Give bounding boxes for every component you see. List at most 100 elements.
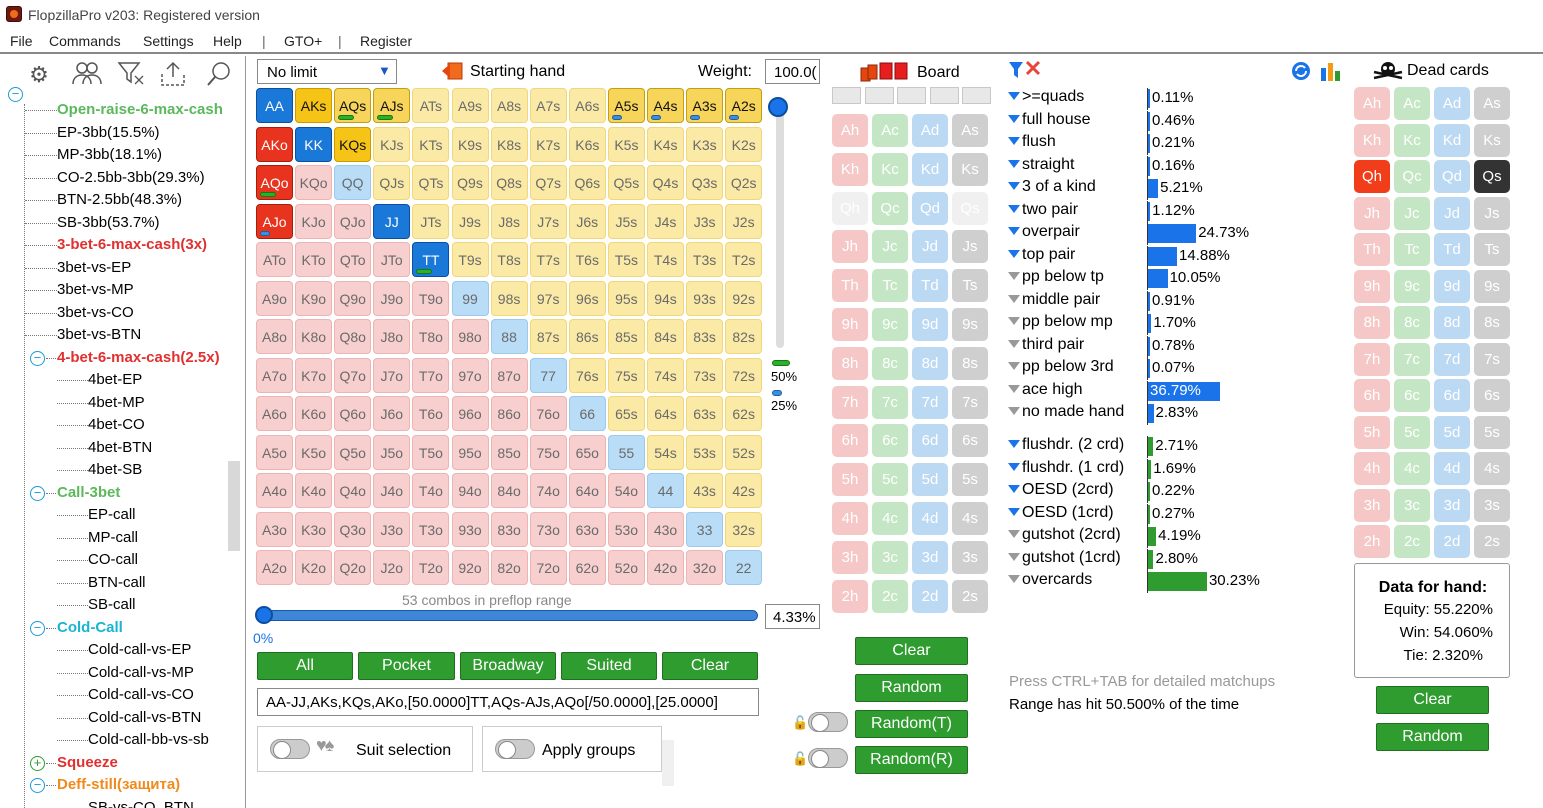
hand-cell-T5s[interactable]: T5s bbox=[607, 242, 645, 277]
board-random-r-button[interactable]: Random(R) bbox=[855, 746, 968, 774]
dead-card-3h[interactable]: 3h bbox=[1354, 488, 1390, 522]
hand-cell-KQs[interactable]: KQs bbox=[334, 126, 372, 162]
dead-card-As[interactable]: As bbox=[1474, 87, 1510, 120]
hand-cell-K3o[interactable]: K3o bbox=[295, 511, 333, 547]
board-card-Tc[interactable]: Tc bbox=[872, 269, 908, 303]
hand-cell-K6s[interactable]: K6s bbox=[568, 126, 606, 162]
stat-label[interactable]: ace high bbox=[1008, 381, 1083, 399]
hand-cell-TT[interactable]: TT bbox=[412, 242, 450, 277]
filter-icon[interactable] bbox=[1008, 462, 1020, 471]
hand-cell-ATs[interactable]: ATs bbox=[412, 88, 450, 123]
board-card-4c[interactable]: 4c bbox=[872, 502, 908, 535]
dead-card-6c[interactable]: 6c bbox=[1394, 379, 1430, 412]
hand-cell-52o[interactable]: 52o bbox=[607, 550, 645, 585]
board-card-2h[interactable]: 2h bbox=[832, 579, 868, 613]
hand-cell-J2s[interactable]: J2s bbox=[725, 203, 763, 239]
hand-cell-65o[interactable]: 65o bbox=[568, 434, 606, 470]
tree-item[interactable]: 3bet-vs-MP bbox=[57, 281, 134, 298]
tree-toggle[interactable]: − bbox=[30, 620, 45, 636]
stat-label[interactable]: OESD (1crd) bbox=[1008, 504, 1114, 522]
board-slot[interactable] bbox=[929, 87, 959, 104]
filter-icon[interactable] bbox=[1008, 317, 1020, 325]
hand-cell-J9o[interactable]: J9o bbox=[373, 280, 411, 316]
filter-icon[interactable] bbox=[1008, 249, 1020, 258]
board-card-6c[interactable]: 6c bbox=[872, 424, 908, 458]
hand-cell-96o[interactable]: 96o bbox=[451, 396, 489, 431]
board-card-Qc[interactable]: Qc bbox=[872, 191, 908, 225]
hand-cell-QTs[interactable]: QTs bbox=[412, 165, 450, 200]
tree-scrollbar[interactable] bbox=[228, 461, 240, 551]
dead-card-4c[interactable]: 4c bbox=[1394, 452, 1430, 485]
hand-cell-AQs[interactable]: AQs bbox=[334, 88, 372, 123]
hand-cell-32s[interactable]: 32s bbox=[725, 511, 763, 547]
board-card-Ts[interactable]: Ts bbox=[952, 269, 988, 303]
tree-item[interactable]: 4bet-SB bbox=[88, 461, 143, 478]
dead-card-5c[interactable]: 5c bbox=[1394, 415, 1430, 449]
tree-item[interactable]: Deff-still(защита) bbox=[57, 776, 181, 793]
dead-card-Kh[interactable]: Kh bbox=[1354, 123, 1390, 157]
hand-cell-T6o[interactable]: T6o bbox=[412, 396, 450, 431]
collapse-root-toggle[interactable]: − bbox=[8, 87, 23, 102]
menu-commands[interactable]: Commands bbox=[49, 33, 121, 49]
hand-cell-53s[interactable]: 53s bbox=[686, 434, 724, 470]
hand-cell-T7s[interactable]: T7s bbox=[529, 242, 567, 277]
board-card-4d[interactable]: 4d bbox=[912, 502, 948, 535]
dead-card-Qh[interactable]: Qh bbox=[1354, 160, 1390, 193]
dead-card-8c[interactable]: 8c bbox=[1394, 306, 1430, 339]
dead-card-7c[interactable]: 7c bbox=[1394, 342, 1430, 376]
hand-cell-K9s[interactable]: K9s bbox=[451, 126, 489, 162]
hand-cell-Q9o[interactable]: Q9o bbox=[334, 280, 372, 316]
hand-cell-74s[interactable]: 74s bbox=[647, 357, 684, 393]
hand-cell-J6s[interactable]: J6s bbox=[568, 203, 606, 239]
stat-label[interactable]: >=quads bbox=[1008, 88, 1084, 106]
board-card-2d[interactable]: 2d bbox=[912, 579, 948, 613]
hand-cell-A3o[interactable]: A3o bbox=[256, 511, 293, 547]
hand-cell-A7s[interactable]: A7s bbox=[529, 88, 567, 123]
board-card-9d[interactable]: 9d bbox=[912, 308, 948, 341]
hand-cell-22[interactable]: 22 bbox=[725, 550, 763, 585]
hand-cell-AKo[interactable]: AKo bbox=[256, 126, 293, 162]
filter-icon[interactable] bbox=[1008, 159, 1020, 168]
hand-cell-88[interactable]: 88 bbox=[490, 319, 528, 354]
menu-register[interactable]: Register bbox=[360, 33, 413, 49]
hand-cell-83s[interactable]: 83s bbox=[686, 319, 724, 354]
board-card-3h[interactable]: 3h bbox=[832, 540, 868, 574]
random-r-toggle[interactable] bbox=[808, 748, 848, 768]
board-card-8s[interactable]: 8s bbox=[952, 346, 988, 380]
hand-cell-94s[interactable]: 94s bbox=[647, 280, 684, 316]
board-card-7h[interactable]: 7h bbox=[832, 385, 868, 419]
dead-card-7s[interactable]: 7s bbox=[1474, 342, 1510, 376]
hand-cell-A5s[interactable]: A5s bbox=[607, 88, 645, 123]
hand-cell-64o[interactable]: 64o bbox=[568, 473, 606, 508]
hand-cell-K7s[interactable]: K7s bbox=[529, 126, 567, 162]
dead-card-3s[interactable]: 3s bbox=[1474, 488, 1510, 522]
board-card-Js[interactable]: Js bbox=[952, 230, 988, 264]
hand-cell-A2s[interactable]: A2s bbox=[725, 88, 763, 123]
hand-cell-K3s[interactable]: K3s bbox=[686, 126, 724, 162]
hand-cell-T2o[interactable]: T2o bbox=[412, 550, 450, 585]
tree-item[interactable]: SB-call bbox=[88, 596, 136, 613]
hand-cell-K7o[interactable]: K7o bbox=[295, 357, 333, 393]
random-t-toggle[interactable] bbox=[808, 712, 848, 732]
hand-cell-Q7o[interactable]: Q7o bbox=[334, 357, 372, 393]
board-card-2s[interactable]: 2s bbox=[952, 579, 988, 613]
hand-cell-K9o[interactable]: K9o bbox=[295, 280, 333, 316]
board-card-5h[interactable]: 5h bbox=[832, 463, 868, 497]
board-card-8d[interactable]: 8d bbox=[912, 346, 948, 380]
hand-cell-KK[interactable]: KK bbox=[295, 126, 333, 162]
filter-icon[interactable] bbox=[1008, 227, 1020, 235]
range-text-input[interactable]: AA-JJ,AKs,KQs,AKo,[50.0000]TT,AQs-AJs,AQ… bbox=[257, 688, 759, 716]
hand-cell-J7s[interactable]: J7s bbox=[529, 203, 567, 239]
dead-card-Qd[interactable]: Qd bbox=[1434, 160, 1470, 193]
hand-cell-QJo[interactable]: QJo bbox=[334, 203, 372, 239]
hand-cell-44[interactable]: 44 bbox=[647, 473, 684, 508]
dead-card-Td[interactable]: Td bbox=[1434, 233, 1470, 266]
dead-card-6s[interactable]: 6s bbox=[1474, 379, 1510, 412]
board-slot[interactable] bbox=[832, 87, 861, 104]
board-card-Kc[interactable]: Kc bbox=[872, 152, 908, 186]
hand-cell-64s[interactable]: 64s bbox=[647, 396, 684, 431]
hand-cell-98s[interactable]: 98s bbox=[490, 280, 528, 316]
board-card-Qh[interactable]: Qh bbox=[832, 191, 868, 225]
dead-card-Kc[interactable]: Kc bbox=[1394, 123, 1430, 157]
hand-cell-Q7s[interactable]: Q7s bbox=[529, 165, 567, 200]
